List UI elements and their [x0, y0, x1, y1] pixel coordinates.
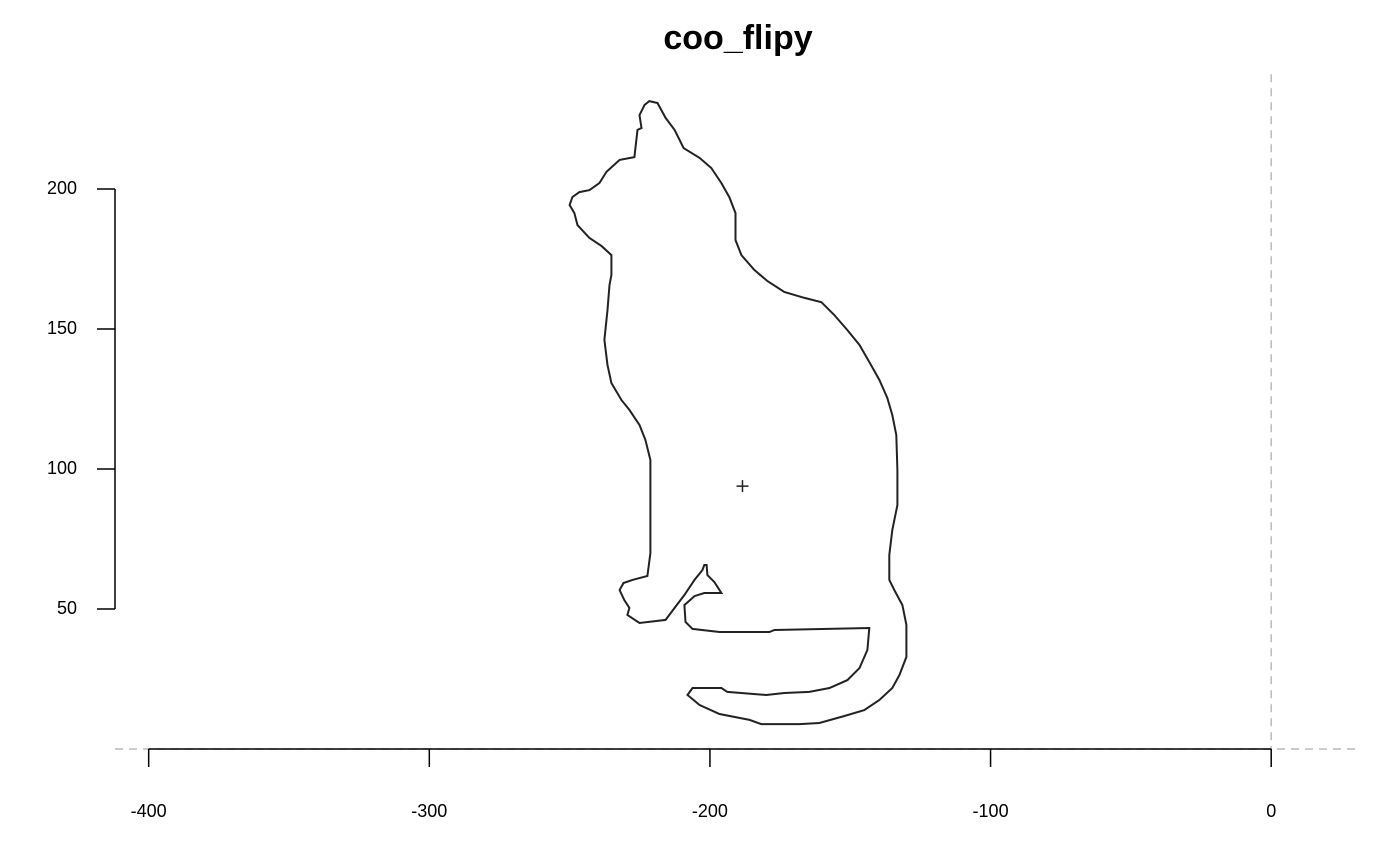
y-tick-label: 50: [57, 598, 77, 618]
centroid: [736, 480, 749, 493]
y-tick-label: 100: [47, 458, 77, 478]
x-tick-label: -200: [692, 801, 728, 821]
y-tick-label: 150: [47, 318, 77, 338]
x-tick-label: -100: [973, 801, 1009, 821]
chart-title: coo_flipy: [663, 19, 812, 57]
y-tick-label: 200: [47, 178, 77, 198]
x-tick-label: 0: [1266, 801, 1276, 821]
x-tick-label: -300: [411, 801, 447, 821]
x-tick-label: -400: [131, 801, 167, 821]
outline: [568, 100, 908, 726]
